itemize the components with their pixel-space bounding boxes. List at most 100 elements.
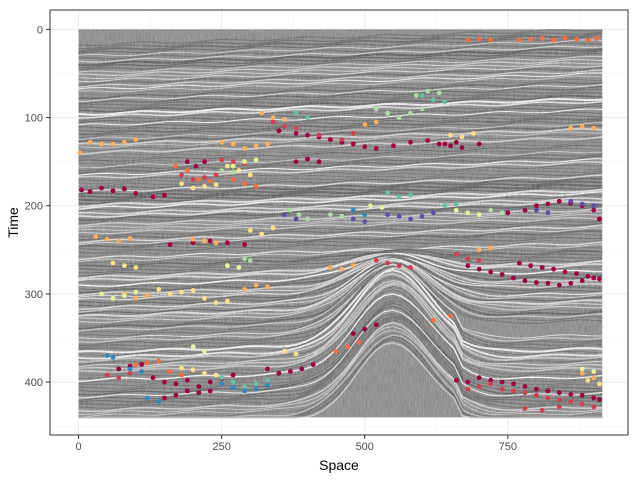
data-point (442, 99, 448, 105)
data-point (350, 216, 356, 222)
data-point (265, 377, 270, 383)
data-point (328, 212, 333, 218)
data-point (591, 125, 597, 131)
data-point (87, 139, 93, 145)
data-point (230, 379, 236, 385)
data-point (305, 216, 310, 222)
data-point (385, 190, 390, 195)
data-point (242, 159, 248, 165)
data-point (282, 348, 287, 354)
data-point (594, 35, 599, 41)
data-point (196, 176, 202, 182)
data-point (545, 280, 551, 286)
data-point (265, 284, 270, 290)
data-point (362, 144, 368, 150)
data-point (476, 384, 482, 389)
data-point (373, 258, 379, 263)
data-point (162, 192, 167, 198)
data-point (511, 388, 516, 394)
data-point (465, 210, 471, 216)
data-point (93, 234, 99, 240)
data-point (591, 207, 597, 213)
data-point (242, 287, 248, 292)
data-point (127, 370, 133, 376)
data-point (574, 36, 579, 42)
data-point (139, 369, 145, 374)
data-point (453, 377, 459, 383)
data-point (110, 188, 116, 194)
data-point (179, 181, 185, 187)
data-point (133, 265, 139, 270)
data-point (225, 263, 230, 269)
data-point (219, 157, 225, 163)
data-point (539, 265, 545, 270)
data-point (242, 181, 248, 187)
data-point (150, 375, 156, 381)
data-point (396, 194, 402, 200)
data-point (431, 318, 436, 323)
seismic-texture (78, 29, 603, 418)
data-point (568, 399, 574, 404)
data-point (408, 216, 413, 222)
data-point (230, 176, 236, 182)
data-point (368, 203, 373, 209)
data-point (167, 369, 173, 374)
data-point (459, 134, 465, 140)
data-point (385, 212, 390, 218)
data-point (373, 146, 379, 151)
data-point (144, 293, 150, 299)
data-point (333, 348, 339, 354)
data-point (316, 132, 322, 138)
data-point (476, 36, 482, 42)
data-point (162, 395, 167, 401)
data-point (293, 125, 299, 131)
data-point (230, 159, 236, 165)
data-point (190, 240, 196, 246)
data-point (219, 381, 225, 387)
data-point (431, 97, 436, 103)
data-point (339, 266, 345, 272)
data-point (585, 273, 591, 279)
data-point (310, 362, 316, 367)
data-point (436, 90, 442, 96)
data-point (150, 194, 156, 200)
data-point (225, 298, 230, 304)
data-point (225, 240, 230, 246)
data-point (476, 375, 482, 381)
data-point (350, 207, 356, 213)
data-point (591, 203, 597, 209)
data-point (465, 379, 471, 385)
data-point (236, 168, 242, 173)
data-point (579, 201, 585, 207)
y-tick-label: 0 (37, 24, 43, 36)
data-point (419, 93, 425, 98)
data-point (568, 198, 574, 204)
data-point (385, 260, 390, 266)
data-point (408, 192, 413, 198)
data-point (465, 386, 471, 392)
data-point (122, 293, 127, 299)
data-point (362, 212, 368, 218)
data-point (522, 384, 528, 389)
data-point (87, 189, 93, 195)
data-point (499, 386, 505, 392)
data-point (574, 271, 579, 276)
data-point (579, 278, 585, 284)
data-point (579, 392, 585, 398)
data-point (591, 369, 597, 374)
data-point (236, 265, 242, 270)
data-point (133, 137, 139, 143)
data-point (505, 210, 511, 216)
data-point (305, 132, 310, 138)
data-point (230, 385, 236, 390)
data-point (453, 251, 459, 257)
data-point (190, 176, 196, 182)
data-point (253, 183, 259, 189)
data-point (362, 326, 368, 332)
data-point (299, 366, 305, 372)
data-point (242, 384, 248, 389)
data-point (242, 388, 248, 394)
data-point (196, 390, 202, 396)
data-point (213, 182, 219, 188)
data-point (545, 395, 551, 401)
